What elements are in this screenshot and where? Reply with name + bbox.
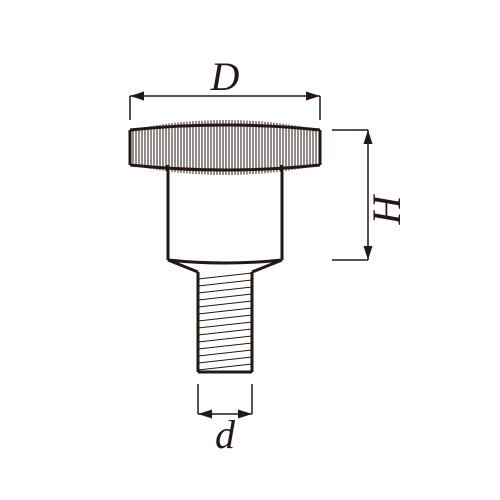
dimension-label-H: H xyxy=(364,193,409,225)
dimension-label-d: d xyxy=(215,412,236,457)
technical-drawing: D Hd xyxy=(0,0,500,500)
dimension-label-D: D xyxy=(210,54,240,99)
